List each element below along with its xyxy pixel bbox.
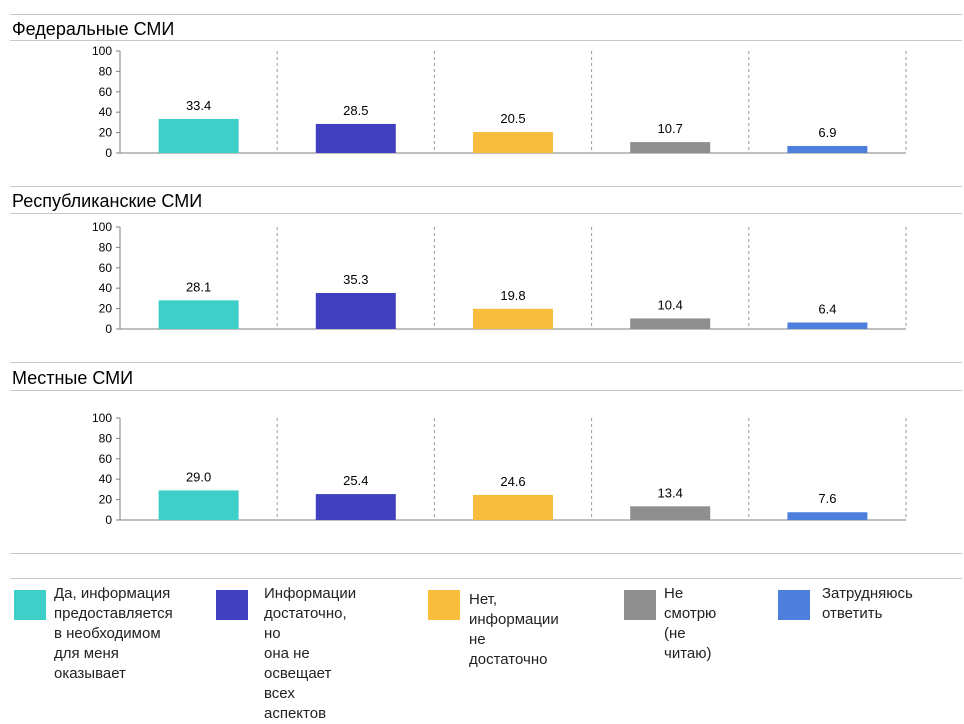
y-tick-label: 80	[99, 240, 113, 254]
bar-value-label: 35.3	[343, 272, 368, 287]
panel-separator	[10, 553, 962, 554]
bar	[315, 123, 396, 153]
legend-swatch	[624, 590, 656, 620]
bar	[158, 490, 239, 520]
legend-swatch	[428, 590, 460, 620]
panel-separator	[10, 40, 962, 41]
legend-swatch	[216, 590, 248, 620]
y-tick-label: 60	[99, 85, 113, 99]
legend-label: Да, информация предоставляется в необход…	[54, 585, 173, 682]
panel-separator	[10, 362, 962, 363]
federal-media-chart: 0 20 40 60 80 100 33.4 28.5 20.5 10.7 6.9	[92, 45, 907, 160]
y-tick-label: 100	[92, 412, 112, 425]
legend-label: Затрудняюсь ответить	[822, 585, 913, 622]
bar-value-label: 19.8	[500, 288, 525, 303]
y-tick-label: 40	[99, 105, 113, 119]
bar	[787, 322, 868, 329]
bar-value-label: 28.1	[186, 279, 211, 294]
y-tick-label: 20	[99, 493, 113, 507]
chart-title-local: Местные СМИ	[12, 368, 134, 388]
y-tick-label: 80	[99, 431, 113, 445]
chart-legend: Да, информация предоставляется в необход…	[0, 584, 964, 722]
bar-value-label: 7.6	[818, 491, 836, 506]
bar-value-label: 10.7	[658, 121, 683, 136]
bar	[630, 318, 711, 329]
panel-separator	[10, 213, 962, 214]
y-tick-label: 20	[99, 126, 113, 140]
bar-value-label: 25.4	[343, 473, 368, 488]
bar	[315, 494, 396, 520]
bar-value-label: 29.0	[186, 469, 211, 484]
y-tick-label: 0	[105, 513, 112, 527]
bar	[787, 145, 868, 153]
panel-separator	[10, 390, 962, 391]
bar-value-label: 33.4	[186, 98, 211, 113]
legend-label: Нет, информации не достаточно	[469, 591, 559, 668]
bar-value-label: 13.4	[658, 485, 683, 500]
y-tick-label: 40	[99, 472, 113, 486]
y-tick-label: 60	[99, 261, 113, 275]
y-tick-label: 60	[99, 452, 113, 466]
y-tick-label: 0	[105, 146, 112, 160]
republican-media-chart: 0 20 40 60 80 100 28.1 35.3 19.8 10.4 6.4	[92, 221, 907, 336]
bar	[630, 142, 711, 153]
bar	[158, 118, 239, 153]
bar-value-label: 28.5	[343, 103, 368, 118]
y-tick-label: 100	[92, 221, 112, 234]
y-tick-label: 20	[99, 302, 113, 316]
local-media-chart: 0 20 40 60 80 100 29.0 25.4 24.6 13.4 7.6	[92, 412, 907, 527]
legend-label: Не смотрю (не читаю)	[664, 585, 717, 662]
bar	[315, 292, 396, 329]
chart-title-republican: Республиканские СМИ	[12, 191, 203, 211]
bar	[473, 132, 553, 153]
panel-separator	[10, 578, 962, 579]
panel-separator	[10, 186, 962, 187]
panel-separator	[10, 14, 962, 15]
legend-swatch	[778, 590, 810, 620]
bar-value-label: 20.5	[500, 111, 525, 126]
bar	[473, 308, 553, 329]
legend-swatch	[14, 590, 46, 620]
bar	[630, 506, 711, 520]
y-tick-label: 80	[99, 64, 113, 78]
bar-value-label: 6.4	[818, 301, 836, 316]
bar	[473, 494, 553, 520]
legend-label: Информации достаточно, но она не освещае…	[264, 585, 357, 722]
y-tick-label: 0	[105, 322, 112, 336]
bar-value-label: 10.4	[658, 297, 683, 312]
y-tick-label: 40	[99, 281, 113, 295]
bar	[787, 512, 868, 520]
chart-title-federal: Федеральные СМИ	[12, 19, 175, 39]
bar-value-label: 6.9	[818, 125, 836, 140]
y-tick-label: 100	[92, 45, 112, 58]
bar-value-label: 24.6	[500, 474, 525, 489]
bar	[158, 300, 239, 329]
